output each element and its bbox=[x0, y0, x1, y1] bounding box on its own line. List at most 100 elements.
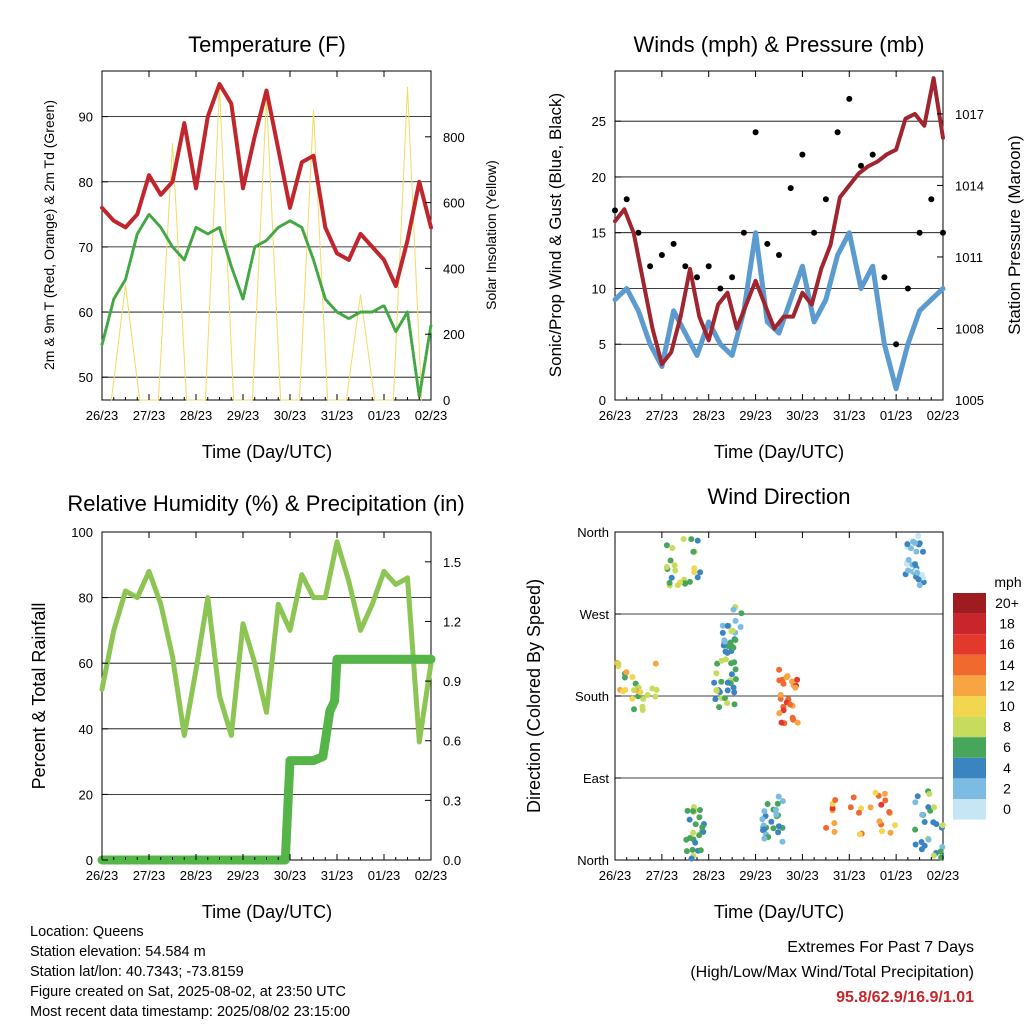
humidity-series-total-precipitation bbox=[97, 654, 436, 865]
direction-point bbox=[761, 835, 768, 842]
direction-point bbox=[776, 666, 783, 673]
station-latlon: Station lat/lon: 40.7343; -73.8159 bbox=[30, 964, 244, 980]
direction-point bbox=[876, 818, 883, 825]
direction-point bbox=[761, 808, 768, 815]
winds-point bbox=[717, 285, 724, 292]
direction-point bbox=[667, 557, 674, 564]
winds-point bbox=[670, 240, 677, 247]
direction-y-tick-label: South bbox=[575, 689, 609, 704]
direction-x-label: Time (Day/UTC) bbox=[714, 902, 844, 922]
temperature-y-tick-label: 70 bbox=[79, 240, 93, 255]
direction-point bbox=[886, 809, 893, 815]
humidity-y2-tick-label: 1.2 bbox=[443, 614, 461, 629]
direction-point bbox=[639, 703, 646, 710]
winds-point bbox=[682, 263, 689, 270]
temperature-y2-tick-label: 400 bbox=[443, 261, 465, 276]
winds-point bbox=[893, 341, 900, 348]
direction-point bbox=[881, 790, 888, 797]
direction-point bbox=[915, 532, 922, 539]
humidity-y-tick-label: 20 bbox=[79, 787, 93, 802]
colorbar-label: 0 bbox=[1003, 801, 1011, 817]
direction-point bbox=[724, 622, 731, 629]
direction-point bbox=[780, 680, 787, 687]
direction-point bbox=[640, 695, 647, 702]
winds-y2-tick-label: 1008 bbox=[955, 321, 984, 336]
direction-point bbox=[696, 814, 703, 821]
direction-point bbox=[905, 567, 912, 574]
temperature-y2-tick-label: 0 bbox=[443, 393, 450, 408]
colorbar-label: 2 bbox=[1003, 780, 1011, 796]
direction-point bbox=[774, 800, 781, 807]
direction-point bbox=[912, 841, 919, 848]
colorbar-swatch bbox=[953, 634, 986, 655]
direction-x-tick-label: 31/23 bbox=[833, 868, 866, 883]
direction-point bbox=[712, 696, 719, 703]
direction-point bbox=[856, 809, 862, 816]
winds-point bbox=[869, 151, 876, 158]
direction-point bbox=[631, 687, 637, 694]
humidity-y-label: Percent & Total Rainfall bbox=[29, 603, 49, 790]
colorbar-label: 6 bbox=[1003, 739, 1011, 755]
direction-point bbox=[672, 567, 679, 574]
winds-point bbox=[729, 274, 736, 281]
direction-point bbox=[914, 569, 921, 576]
colorbar-label: 14 bbox=[999, 657, 1015, 673]
direction-point bbox=[829, 805, 836, 812]
direction-point bbox=[711, 679, 718, 686]
winds-series-wind bbox=[612, 230, 946, 392]
direction-point bbox=[916, 582, 923, 589]
colorbar-swatch bbox=[953, 716, 986, 738]
humidity-x-label: Time (Day/UTC) bbox=[202, 902, 332, 922]
figure-created: Figure created on Sat, 2025-08-02, at 23… bbox=[30, 984, 346, 1000]
colorbar-label: 4 bbox=[1003, 760, 1011, 776]
humidity-x-tick-label: 01/23 bbox=[368, 868, 401, 883]
temperature-y2-tick-label: 200 bbox=[443, 327, 465, 342]
temperature-x-tick-label: 27/23 bbox=[133, 408, 166, 423]
direction-y-label: Direction (Colored By Speed) bbox=[524, 579, 544, 813]
winds-point bbox=[834, 129, 841, 136]
direction-point bbox=[688, 536, 695, 543]
temperature-x-tick-label: 30/23 bbox=[274, 408, 307, 423]
colorbar-swatch bbox=[953, 613, 986, 635]
direction-point bbox=[730, 684, 737, 691]
temperature-x-tick-label: 28/23 bbox=[180, 408, 213, 423]
direction-point bbox=[724, 687, 731, 694]
temperature-gridlines bbox=[102, 116, 431, 378]
direction-point bbox=[878, 801, 885, 808]
direction-point bbox=[666, 579, 673, 586]
direction-point bbox=[856, 831, 863, 838]
direction-point bbox=[663, 542, 670, 549]
direction-point bbox=[918, 846, 925, 853]
extremes-values: 95.8/62.9/16.9/1.01 bbox=[836, 989, 974, 1006]
humidity-y-tick-label: 60 bbox=[79, 656, 93, 671]
direction-y-tick-label: North bbox=[577, 525, 609, 540]
direction-point bbox=[668, 574, 675, 581]
direction-x-tick-label: 26/23 bbox=[599, 868, 632, 883]
direction-point bbox=[689, 846, 696, 853]
direction-point bbox=[629, 674, 636, 680]
direction-point bbox=[713, 670, 720, 677]
direction-x-tick-label: 01/23 bbox=[880, 868, 913, 883]
direction-point bbox=[887, 829, 894, 836]
winds-point bbox=[764, 240, 771, 247]
temperature-y2-tick-label: 800 bbox=[443, 130, 465, 145]
humidity-y-tick-label: 100 bbox=[71, 525, 93, 540]
temperature-y2-tick-label: 600 bbox=[443, 196, 465, 211]
direction-point bbox=[787, 701, 794, 708]
direction-point bbox=[937, 848, 944, 855]
direction-point bbox=[882, 797, 889, 804]
direction-point bbox=[770, 825, 777, 832]
winds-x-tick-label: 02/23 bbox=[927, 408, 960, 423]
colorbar-swatch bbox=[953, 696, 986, 717]
winds-y2-tick-label: 1014 bbox=[955, 178, 984, 193]
humidity-x-tick-label: 02/23 bbox=[415, 868, 448, 883]
winds-ticks: 0 5 10 15 20 25 1005 1008 1011 1014 1017 26/23 27/23… bbox=[592, 71, 984, 423]
winds-x-tick-label: 31/23 bbox=[833, 408, 866, 423]
direction-series bbox=[614, 532, 946, 862]
winds-point bbox=[904, 285, 911, 292]
direction-point bbox=[792, 684, 799, 691]
station-info: Location: Queens Station elevation: 54.5… bbox=[30, 922, 350, 1022]
direction-point bbox=[691, 565, 698, 572]
direction-point bbox=[716, 704, 723, 711]
direction-point bbox=[719, 629, 726, 636]
